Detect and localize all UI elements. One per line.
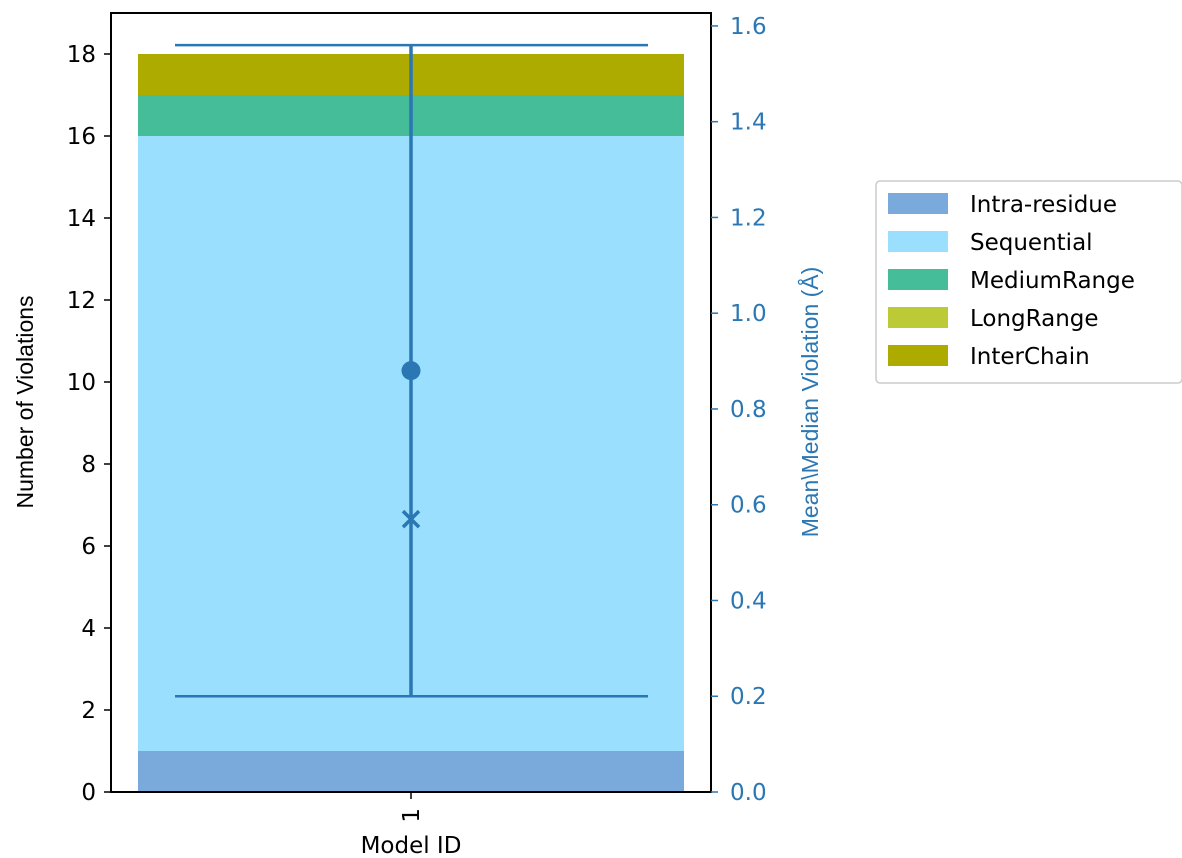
right-tick-label: 1.2 (730, 205, 767, 231)
legend-label-longrange: LongRange (970, 306, 1099, 332)
left-tick-label: 8 (81, 452, 96, 478)
legend-swatch-mediumrange (888, 269, 948, 290)
median-marker (401, 509, 421, 529)
left-tick-label: 18 (67, 42, 96, 68)
left-tick-label: 12 (67, 288, 96, 314)
x-axis: 1 (399, 792, 425, 823)
left-tick-label: 16 (67, 124, 96, 150)
y-axis-title: Number of Violations (12, 295, 38, 508)
legend-label-intra-residue: Intra-residue (970, 192, 1117, 218)
left-tick-label: 4 (81, 616, 96, 642)
right-axis: 0.0 0.2 0.4 0.6 0.8 1.0 1.2 1.4 1.6 (711, 14, 767, 806)
left-tick-label: 6 (81, 534, 96, 560)
legend-label-mediumrange: MediumRange (970, 268, 1135, 294)
left-tick-label: 14 (67, 206, 96, 232)
legend-swatch-interchain (888, 345, 948, 366)
legend-swatch-longrange (888, 307, 948, 328)
right-tick-label: 1.6 (730, 14, 767, 40)
left-tick-label: 10 (67, 370, 96, 396)
right-tick-label: 0.4 (730, 588, 767, 614)
left-tick-label: 0 (81, 780, 96, 806)
mean-marker (401, 361, 421, 381)
right-tick-label: 0.6 (730, 493, 767, 519)
legend-label-sequential: Sequential (970, 230, 1093, 256)
bar-intra-residue (138, 751, 684, 792)
left-axis: 0 2 4 6 8 10 12 14 16 18 (67, 42, 111, 806)
right-tick-label: 1.0 (730, 301, 767, 327)
left-tick-label: 2 (81, 698, 96, 724)
legend-swatch-intra-residue (888, 193, 948, 214)
legend-frame (875, 180, 1182, 384)
right-tick-label: 0.8 (730, 397, 767, 423)
x-tick-label: 1 (399, 808, 425, 823)
right-tick-label: 0.0 (730, 780, 767, 806)
x-axis-title: Model ID (361, 833, 462, 858)
error-bar-layer (175, 43, 648, 698)
legend-label-interchain: InterChain (970, 344, 1090, 370)
right-tick-label: 1.4 (730, 110, 767, 136)
right-tick-label: 0.2 (730, 684, 767, 710)
legend: Intra-residue Sequential MediumRange LongRa… (875, 180, 1182, 384)
right-y-axis-title: Mean\Median Violation (Å) (796, 267, 823, 538)
legend-swatch-sequential (888, 231, 948, 252)
